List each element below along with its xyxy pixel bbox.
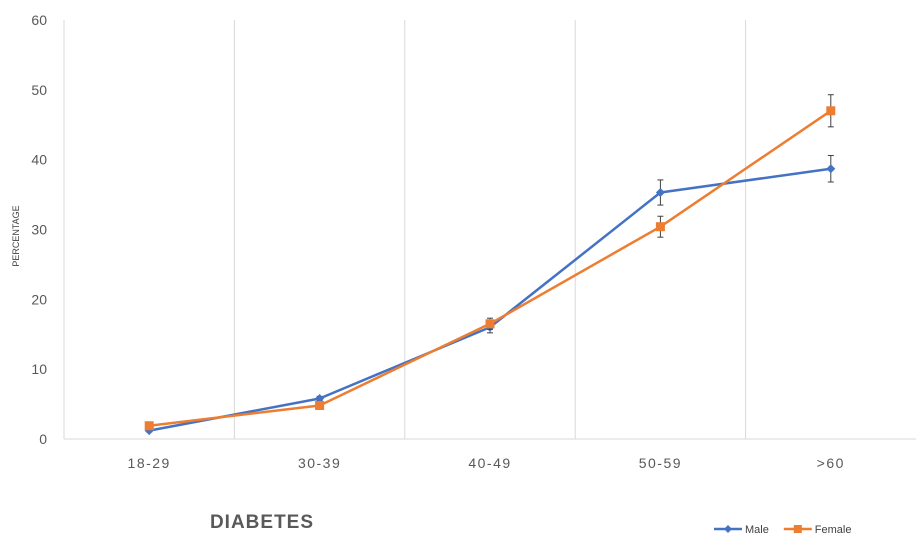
series-line xyxy=(149,109,832,427)
legend-label: Male xyxy=(745,524,769,536)
data-point xyxy=(315,393,325,403)
x-tick-label: 40-49 xyxy=(468,455,511,471)
series-female xyxy=(144,94,836,431)
data-point xyxy=(144,421,154,431)
y-tick-label: 30 xyxy=(31,222,47,238)
x-tick-label: >60 xyxy=(817,455,845,471)
legend-item: Male xyxy=(714,524,769,536)
x-tick-label: 30-39 xyxy=(298,455,341,471)
chart-subtitle: DIABETES xyxy=(210,512,314,533)
data-point xyxy=(655,187,665,197)
y-tick-label: 60 xyxy=(31,12,47,28)
legend-marker xyxy=(724,525,732,533)
y-tick-label: 20 xyxy=(31,291,47,307)
data-point xyxy=(826,106,836,116)
legend-item: Female xyxy=(783,524,852,536)
data-point xyxy=(315,400,325,410)
series-male xyxy=(144,154,836,436)
grid-lines xyxy=(233,20,747,439)
y-tick-label: 40 xyxy=(31,152,47,168)
legend: Male Female xyxy=(714,524,851,536)
x-tick-labels: 18-29 30-39 40-49 50-59 >60 xyxy=(128,455,845,471)
data-series xyxy=(144,94,836,436)
legend-marker xyxy=(793,525,802,533)
series-line xyxy=(148,167,831,432)
y-tick-label: 50 xyxy=(31,82,47,98)
x-tick-label: 50-59 xyxy=(639,455,682,471)
x-tick-label: 18-29 xyxy=(128,455,171,471)
legend-label: Female xyxy=(815,524,852,536)
y-axis-label: PERCENTAGE xyxy=(11,205,21,266)
data-point xyxy=(655,222,665,232)
axes xyxy=(63,20,916,440)
y-tick-labels: 0 10 20 30 40 50 60 xyxy=(31,12,47,447)
y-tick-label: 0 xyxy=(39,431,47,447)
data-point xyxy=(485,319,495,329)
data-point xyxy=(826,164,836,174)
y-tick-label: 10 xyxy=(31,361,47,377)
